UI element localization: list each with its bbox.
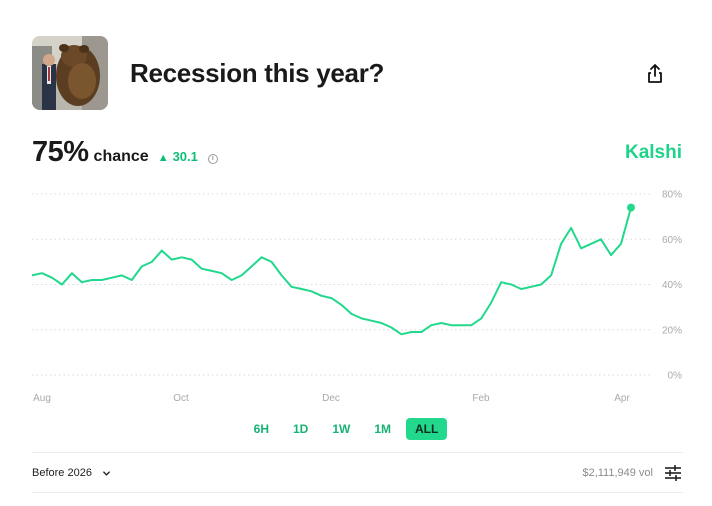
range-all-button[interactable]: ALL bbox=[406, 418, 448, 440]
divider-bottom bbox=[32, 492, 683, 493]
probability-label: chance bbox=[93, 148, 149, 165]
y-tick-label: 20% bbox=[662, 325, 682, 336]
range-1m-button[interactable]: 1M bbox=[374, 422, 392, 436]
probability-value: 75% bbox=[32, 136, 89, 168]
y-tick-label: 80% bbox=[662, 190, 682, 201]
bear-statue-image bbox=[32, 36, 108, 110]
y-axis-ticks: 0% 20% 40% 60% 80% bbox=[662, 190, 682, 382]
series-line bbox=[31, 207, 632, 336]
change-indicator: ▲ 30.1 bbox=[158, 149, 198, 164]
date-range-select[interactable]: Before 2026 bbox=[32, 467, 111, 479]
range-selector: 6H 1D 1W 1M ALL bbox=[0, 418, 712, 440]
x-tick-label: Feb bbox=[472, 393, 490, 404]
divider-top bbox=[32, 452, 683, 453]
footer-right: $2,111,949 vol bbox=[582, 463, 683, 483]
chart-grid bbox=[32, 193, 652, 376]
change-value: 30.1 bbox=[172, 149, 198, 164]
filter-button[interactable] bbox=[663, 463, 683, 483]
share-icon bbox=[648, 64, 662, 83]
current-value-marker bbox=[627, 203, 635, 212]
y-tick-label: 60% bbox=[662, 235, 682, 246]
triangle-up-icon: ▲ bbox=[157, 152, 169, 164]
x-axis-ticks: Aug Oct Dec Feb Apr bbox=[33, 393, 630, 404]
range-1d-button[interactable]: 1D bbox=[293, 422, 309, 436]
y-tick-label: 0% bbox=[668, 371, 683, 382]
probability-row: 75% chance ▲ 30.1 i bbox=[32, 136, 218, 170]
sliders-icon bbox=[665, 465, 681, 481]
volume-text: $2,111,949 vol bbox=[582, 467, 653, 479]
y-tick-label: 40% bbox=[662, 280, 682, 291]
probability-chart[interactable]: 0% 20% 40% 60% 80% Aug Oct Dec Feb Apr bbox=[0, 180, 712, 410]
info-icon[interactable]: i bbox=[207, 153, 218, 164]
market-title: Recession this year? bbox=[130, 58, 385, 88]
brand-logo: Kalshi bbox=[624, 142, 682, 163]
date-range-select-label: Before 2026 bbox=[32, 467, 92, 479]
x-tick-label: Dec bbox=[322, 393, 340, 404]
x-tick-label: Apr bbox=[614, 393, 630, 404]
x-tick-label: Oct bbox=[173, 393, 189, 404]
share-button[interactable] bbox=[643, 62, 667, 86]
range-1w-button[interactable]: 1W bbox=[332, 422, 351, 436]
market-thumbnail bbox=[32, 36, 108, 110]
footer-bar: Before 2026 $2,111,949 vol bbox=[32, 462, 683, 484]
range-6h-button[interactable]: 6H bbox=[253, 422, 269, 436]
x-tick-label: Aug bbox=[33, 393, 51, 404]
chevron-down-icon bbox=[103, 470, 110, 476]
